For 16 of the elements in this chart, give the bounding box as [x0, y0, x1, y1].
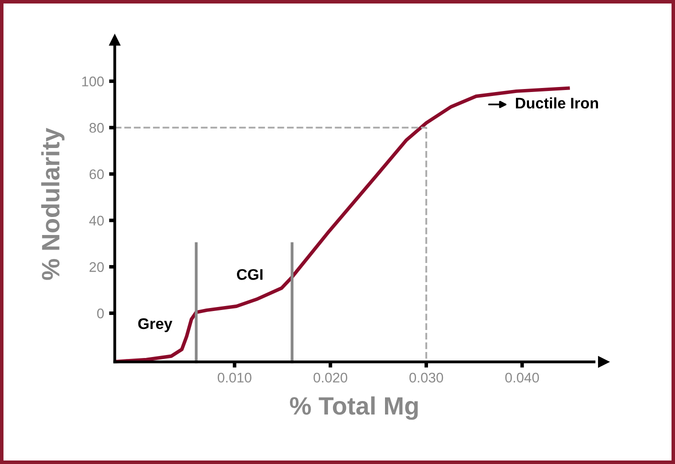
x-tick-label: 0.040: [505, 372, 539, 383]
y-tick-label: 20: [90, 262, 104, 272]
y-tick-label: 0: [97, 308, 104, 318]
y-tick-label: 100: [82, 76, 104, 86]
annotation: Ductile Iron: [516, 97, 598, 109]
x-tick-label: 0.010: [218, 372, 252, 383]
x-axis-title: % Total Mg: [290, 396, 418, 420]
annotation: CGI: [236, 269, 262, 280]
line-series: [116, 86, 570, 364]
x-tick-label: 0.020: [314, 372, 348, 383]
y-tick-label: 80: [89, 122, 104, 133]
annotation: Grey: [138, 318, 172, 332]
y-tick-label: 60: [90, 169, 104, 180]
x-tick-label: 0.030: [409, 372, 444, 383]
y-axis-title: % Nodularity: [41, 128, 64, 280]
y-tick-label: 40: [89, 216, 104, 226]
